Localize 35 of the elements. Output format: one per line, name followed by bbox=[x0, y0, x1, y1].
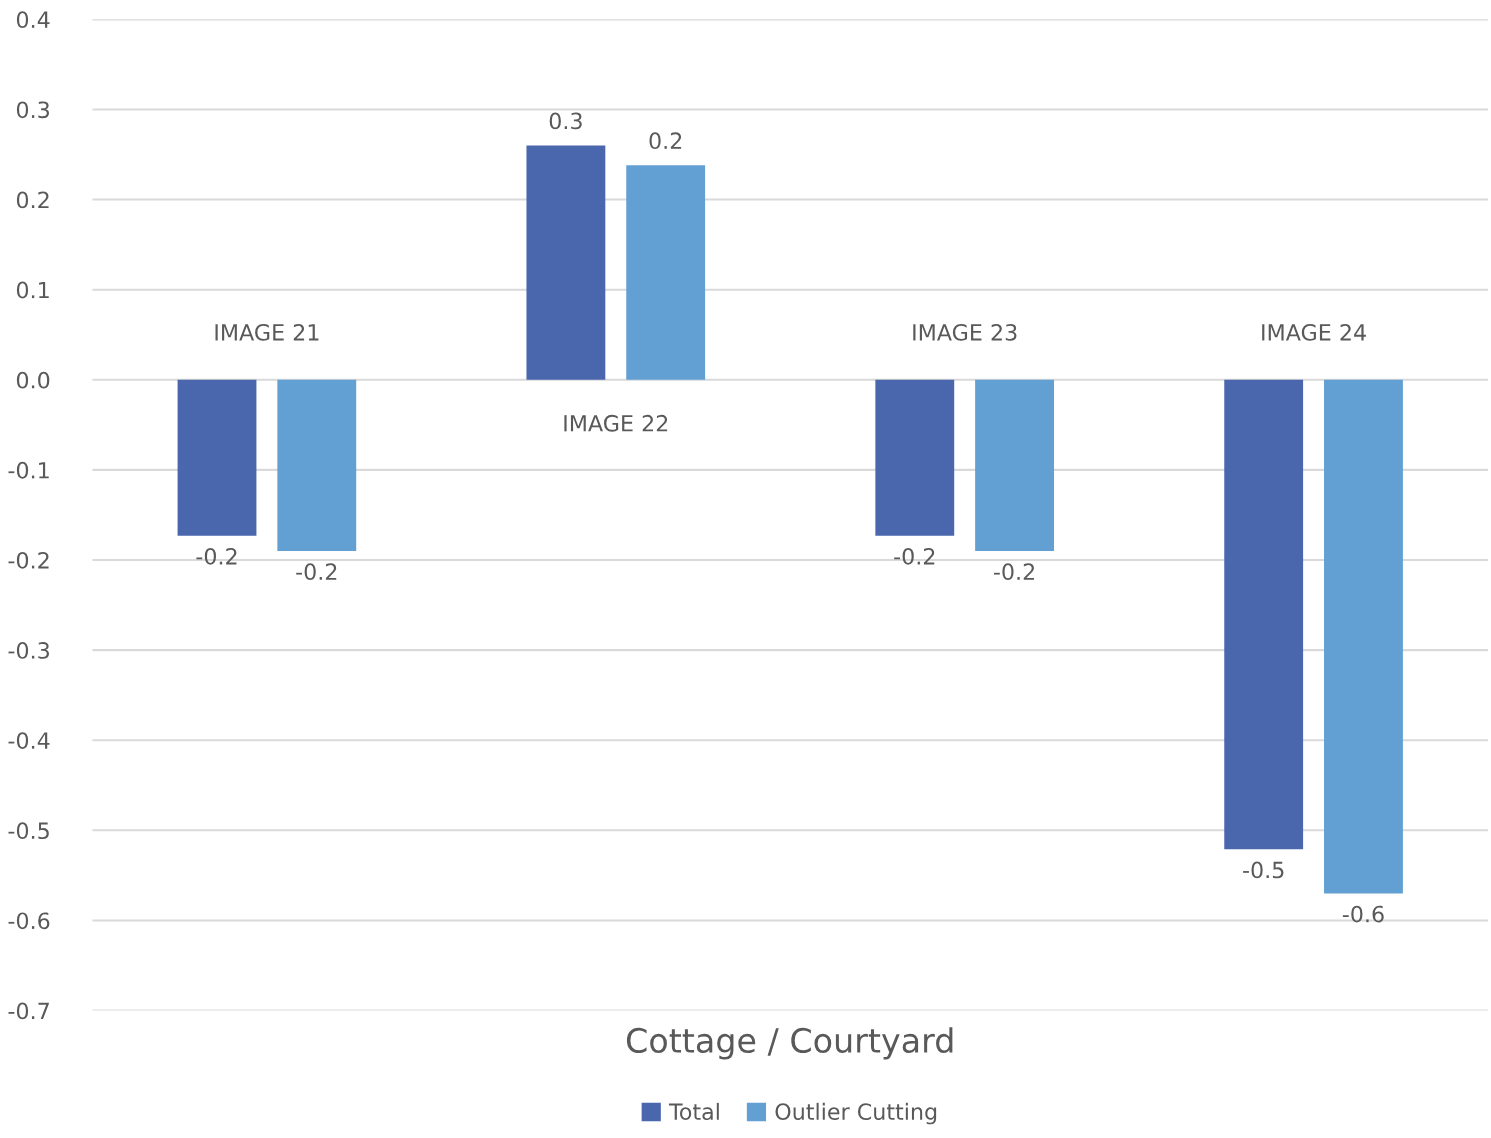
bar bbox=[1224, 379, 1304, 850]
y-tick-label: 0.0 bbox=[16, 371, 50, 389]
x-tick-label: IMAGE 24 bbox=[1262, 323, 1366, 341]
bar bbox=[626, 165, 706, 380]
legend-label: Total bbox=[668, 1102, 719, 1121]
data-label: -0.6 bbox=[1342, 905, 1384, 923]
data-label: -0.2 bbox=[196, 547, 237, 565]
data-label: -0.2 bbox=[894, 547, 935, 565]
bar bbox=[277, 379, 357, 551]
y-tick-label: -0.5 bbox=[8, 822, 49, 840]
y-tick-label: 0.1 bbox=[16, 281, 49, 299]
bar bbox=[875, 379, 955, 536]
y-tick-label: -0.3 bbox=[8, 642, 49, 659]
data-label: 0.2 bbox=[649, 132, 682, 150]
x-tick-label: IMAGE 23 bbox=[913, 323, 1017, 341]
legend-label: Outlier Cutting bbox=[775, 1102, 937, 1125]
bar bbox=[177, 379, 257, 536]
data-label: 0.3 bbox=[549, 112, 582, 130]
y-tick-label: -0.6 bbox=[8, 912, 50, 930]
x-tick-label: IMAGE 22 bbox=[564, 414, 668, 432]
data-label: -0.2 bbox=[993, 563, 1035, 581]
y-tick-label: 0.2 bbox=[16, 191, 49, 209]
y-tick-label: -0.2 bbox=[8, 551, 49, 569]
y-tick-label: -0.4 bbox=[8, 732, 50, 749]
x-tick-label: IMAGE 21 bbox=[215, 323, 319, 341]
y-tick-label: 0.3 bbox=[16, 101, 49, 119]
bar bbox=[1324, 379, 1403, 894]
y-tick-label: 0.4 bbox=[16, 11, 50, 29]
x-axis-title: Cottage / Courtyard bbox=[626, 1027, 953, 1060]
data-label: -0.2 bbox=[296, 563, 337, 581]
y-tick-label: -0.1 bbox=[8, 461, 49, 479]
bar bbox=[975, 379, 1054, 551]
y-tick-label: -0.7 bbox=[8, 1002, 49, 1020]
data-label: -0.5 bbox=[1243, 861, 1284, 879]
bar bbox=[526, 145, 606, 380]
